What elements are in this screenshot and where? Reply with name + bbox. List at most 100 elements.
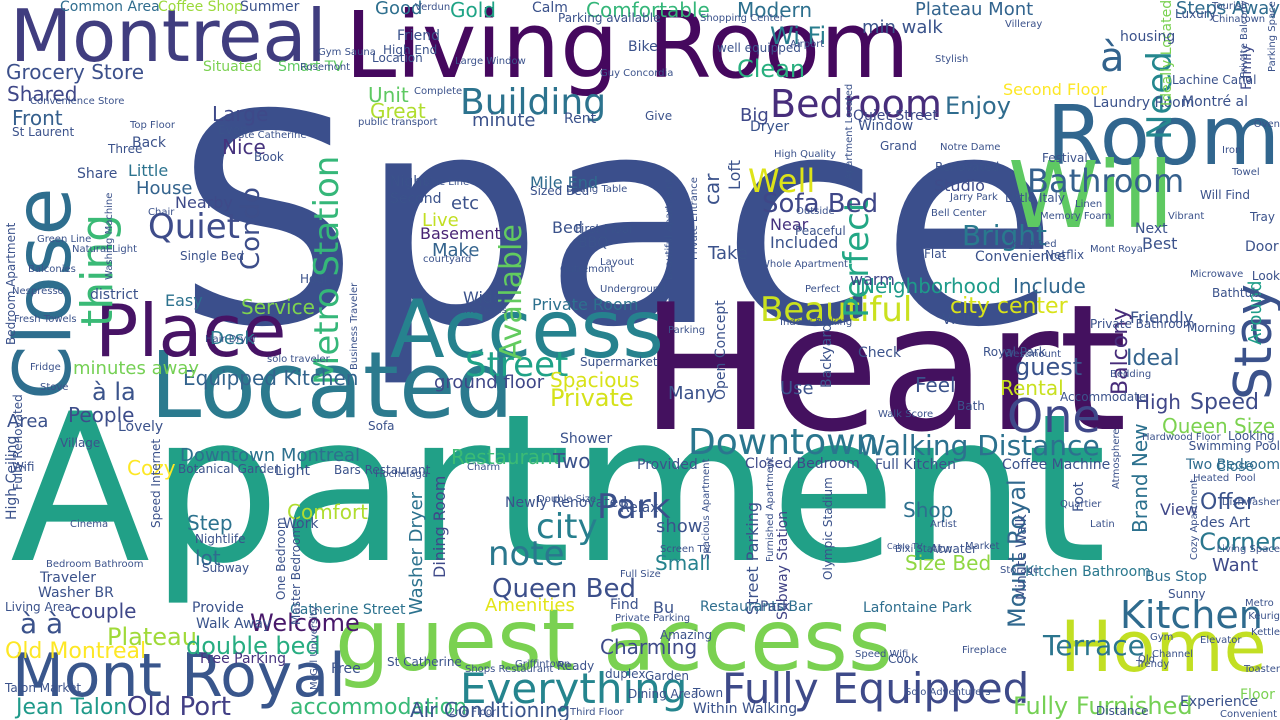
word-cloud-term: Quiet Street: [853, 108, 938, 124]
word-cloud-term: min walk: [862, 17, 943, 38]
word-cloud-term: Mont Royal: [12, 641, 346, 711]
word-cloud-term: Bathtub: [1212, 286, 1260, 300]
word-cloud-term: Double Size: [537, 494, 597, 505]
word-cloud-term: Street: [465, 345, 569, 385]
word-cloud-term: Bedroom Bathroom: [46, 559, 144, 570]
word-cloud-term: Private: [550, 384, 634, 412]
word-cloud-term: à la: [92, 378, 136, 406]
word-cloud-term: Floor: [1240, 687, 1275, 703]
word-cloud-term: First Floor: [575, 222, 634, 236]
word-cloud-term: Ideally Located: [1159, 0, 1175, 107]
word-cloud-term: Green Line: [37, 234, 92, 245]
word-cloud-term: Chair: [148, 207, 175, 218]
word-cloud-term: Parking: [668, 325, 706, 336]
word-cloud-term: Blue Line: [423, 177, 470, 188]
word-cloud-term: Airport: [790, 39, 825, 50]
word-cloud-term: Shop: [903, 498, 954, 522]
word-cloud-term: minute: [472, 110, 536, 131]
word-cloud-term: Living Space: [1216, 544, 1280, 555]
word-cloud-term: Washing Machine: [104, 192, 115, 280]
word-cloud-term: Nespresso: [12, 286, 64, 297]
word-cloud-term: Will: [1008, 142, 1174, 249]
word-cloud-term: couple: [70, 599, 137, 623]
word-cloud-term: Balconies: [28, 264, 76, 275]
word-cloud-term: Festival: [1042, 151, 1088, 165]
word-cloud-term: Desk: [210, 328, 255, 349]
word-cloud-term: duplex: [605, 667, 646, 681]
word-cloud-term: Enjoy: [945, 92, 1011, 120]
word-cloud-term: Building: [460, 82, 607, 123]
word-cloud-term: Metro Station: [307, 155, 347, 385]
word-cloud-term: Old Montreal: [5, 639, 147, 664]
word-cloud-term: Three: [108, 142, 143, 156]
word-cloud-term: Verdun: [415, 2, 451, 13]
word-cloud-term: Comfort: [287, 500, 369, 524]
word-cloud-term: Step: [187, 511, 233, 535]
word-cloud-term: Business Traveler: [349, 282, 360, 370]
word-cloud-term: Screen TV: [660, 544, 711, 555]
word-cloud-term: Provided: [637, 457, 698, 473]
word-cloud-term: Included: [770, 233, 839, 252]
word-cloud-term: Private Balcony: [1239, 0, 1250, 78]
word-cloud-term: Living Area: [5, 600, 73, 614]
word-cloud-term: Open Concept: [713, 300, 729, 400]
word-cloud-term: Linen: [1075, 199, 1103, 210]
word-cloud-term: Botanical Garden: [178, 462, 282, 476]
word-cloud-term: Garden: [645, 669, 689, 683]
word-cloud-term: city center: [950, 294, 1068, 319]
word-cloud-term: Bell Center: [931, 208, 987, 219]
word-cloud-term: lot: [195, 546, 221, 570]
word-cloud-term: High End: [383, 43, 438, 57]
word-cloud-term: Queen Size: [1162, 414, 1276, 438]
word-cloud-term: Atmosphere: [1111, 428, 1122, 489]
word-cloud-term: Grand: [880, 139, 917, 153]
word-cloud-term: Montreal: [10, 0, 327, 78]
word-cloud-term: Notre Dame: [940, 142, 1001, 153]
word-cloud-term: Foot: [1071, 481, 1087, 512]
word-cloud-term: Ste Catherine: [238, 130, 307, 141]
word-cloud-term: guest access: [335, 591, 893, 691]
word-cloud-term: Fresh Towels: [14, 314, 77, 325]
word-cloud-term: Studio: [934, 176, 985, 195]
word-cloud-term: Room: [1046, 89, 1280, 184]
word-cloud-term: Bu: [653, 598, 675, 617]
word-cloud-term: Artist: [930, 519, 957, 530]
word-cloud-term: Walk Score: [878, 409, 934, 420]
word-cloud-term: Griffintown: [515, 659, 571, 670]
word-cloud-term: Live: [422, 210, 459, 231]
word-cloud-term: Apartment: [10, 371, 1107, 609]
word-cloud-term: Town: [693, 686, 724, 700]
word-cloud-term: Old: [1138, 654, 1155, 665]
word-cloud-term: Subway: [202, 561, 250, 575]
word-cloud-term: Well: [748, 162, 816, 200]
word-cloud-term: Bright: [962, 219, 1047, 252]
word-cloud-term: Friend: [397, 28, 441, 44]
word-cloud-term: Traveler: [40, 570, 96, 586]
word-cloud-term: Wi Fi: [770, 22, 827, 50]
word-cloud-term: Cinema: [70, 519, 109, 530]
word-cloud-term: Friendly: [1130, 308, 1194, 327]
word-cloud-term: Parking available: [558, 11, 661, 25]
word-cloud-term: Smart TV: [278, 59, 343, 75]
word-cloud-term: Gold: [450, 0, 496, 22]
word-cloud-term: à: [1100, 35, 1125, 81]
word-cloud-term: Wifi: [12, 460, 35, 474]
word-cloud-term: Park: [597, 487, 671, 527]
word-cloud-term: Walking Distance: [858, 429, 1100, 462]
word-cloud-term: Heated: [1193, 473, 1230, 484]
word-cloud-term: Villeray: [1005, 19, 1043, 30]
word-cloud-term: Flat: [924, 247, 947, 261]
word-cloud-term: Channel: [1152, 649, 1194, 660]
word-cloud-term: Queen Bed: [492, 574, 637, 604]
word-cloud-term: Give: [645, 109, 673, 123]
word-cloud-term: High Quality: [774, 149, 836, 160]
word-cloud-term: Olympic Stadium: [821, 477, 835, 580]
word-cloud-term: Home: [1060, 606, 1267, 688]
word-cloud-term: Coffee Shop: [158, 0, 243, 15]
word-cloud-term: Located: [150, 332, 514, 439]
word-cloud-term: minutes away: [73, 358, 200, 379]
word-cloud-term: Air Conditioning: [410, 698, 571, 720]
word-cloud-term: Sofa: [368, 419, 395, 433]
word-cloud-term: Shared: [7, 82, 78, 106]
word-cloud-term: district: [90, 287, 139, 303]
